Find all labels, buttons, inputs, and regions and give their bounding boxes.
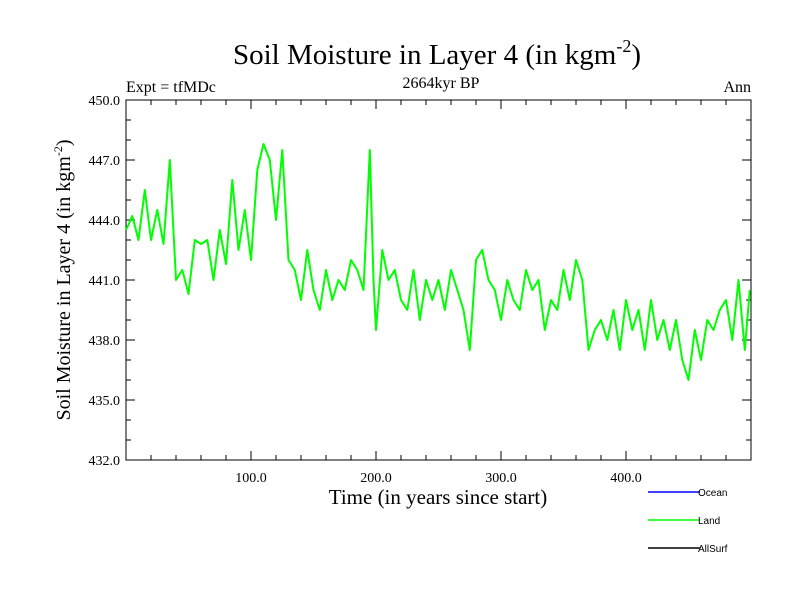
legend-land-label: Land bbox=[698, 516, 720, 527]
y-axis-label-close: ) bbox=[53, 139, 75, 146]
legend-allsurf-label: AllSurf bbox=[698, 544, 728, 555]
x-tick-label: 100.0 bbox=[235, 471, 267, 486]
y-axis-label-superscript: -2 bbox=[51, 146, 65, 156]
y-axis-label-main: Soil Moisture in Layer 4 (in kgm bbox=[53, 156, 75, 421]
subtitle-right: Ann bbox=[723, 79, 751, 96]
y-tick-label: 444.0 bbox=[89, 214, 121, 229]
y-tick-label: 438.0 bbox=[89, 334, 121, 349]
x-tick-label: 300.0 bbox=[485, 471, 517, 486]
legend-ocean-label: Ocean bbox=[698, 488, 727, 499]
chart-title-main: Soil Moisture in Layer 4 (in kgm bbox=[233, 39, 617, 71]
x-tick-label: 400.0 bbox=[610, 471, 642, 486]
series-land-line bbox=[125, 143, 751, 381]
x-axis-ticks: 100.0 200.0 300.0 400.0 bbox=[150, 100, 727, 486]
y-axis-label: Soil Moisture in Layer 4 (in kgm-2) bbox=[51, 139, 75, 420]
y-tick-label: 435.0 bbox=[89, 394, 121, 409]
x-tick-label: 200.0 bbox=[360, 471, 392, 486]
chart-title: Soil Moisture in Layer 4 (in kgm-2) bbox=[233, 36, 641, 71]
legend: Ocean Land AllSurf bbox=[648, 488, 728, 555]
subtitle-center: 2664kyr BP bbox=[403, 75, 480, 92]
subtitle-left: Expt = tfMDc bbox=[126, 79, 216, 96]
y-tick-label: 441.0 bbox=[89, 274, 121, 289]
chart-title-close: ) bbox=[631, 39, 641, 71]
y-axis-ticks: 432.0 435.0 438.0 441.0 444.0 447.0 450.0 bbox=[89, 94, 751, 469]
y-tick-label: 432.0 bbox=[89, 454, 121, 469]
x-axis-label: Time (in years since start) bbox=[329, 485, 548, 509]
chart-title-superscript: -2 bbox=[616, 36, 631, 56]
y-tick-label: 450.0 bbox=[89, 94, 121, 109]
y-tick-label: 447.0 bbox=[89, 154, 121, 169]
